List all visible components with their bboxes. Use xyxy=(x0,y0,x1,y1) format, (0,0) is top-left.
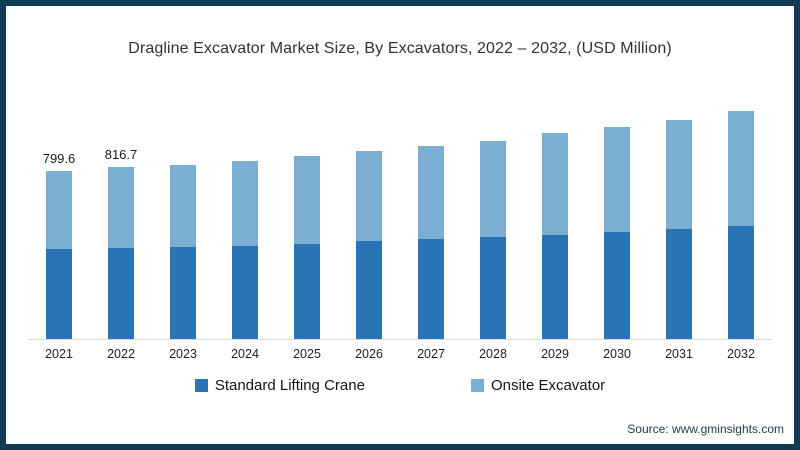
bar-2031 xyxy=(666,120,692,339)
bar-2029 xyxy=(542,133,568,339)
x-tick-label-2028: 2028 xyxy=(479,347,507,361)
bar-segment-standard-lifting-crane-2032 xyxy=(728,225,754,339)
bar-segment-onsite-excavator-2030 xyxy=(604,126,630,233)
x-tick-label-2029: 2029 xyxy=(541,347,569,361)
bar-segment-onsite-excavator-2031 xyxy=(666,120,692,229)
bar-segment-standard-lifting-crane-2027 xyxy=(418,238,444,339)
bar-segment-standard-lifting-crane-2023 xyxy=(170,246,196,339)
bar-segment-onsite-excavator-2028 xyxy=(480,140,506,238)
x-tick-label-2023: 2023 xyxy=(169,347,197,361)
x-tick-label-2025: 2025 xyxy=(293,347,321,361)
bar-segment-onsite-excavator-2021 xyxy=(46,170,72,249)
bar-segment-onsite-excavator-2025 xyxy=(294,156,320,244)
bar-2024 xyxy=(232,160,258,339)
bar-2023 xyxy=(170,164,196,339)
x-tick-label-2031: 2031 xyxy=(665,347,693,361)
source-credit: Source: www.gminsights.com xyxy=(627,422,784,436)
legend-swatch-onsite-excavator xyxy=(470,379,484,392)
x-tick-label-2026: 2026 xyxy=(355,347,383,361)
plot-area: 799.6 2021 816.7 2022 2023 2024 2025 2026 2027 20… xyxy=(28,97,772,361)
data-label-2021: 799.6 xyxy=(42,150,76,166)
bar-segment-standard-lifting-crane-2024 xyxy=(232,245,258,339)
bar-segment-onsite-excavator-2026 xyxy=(356,151,382,242)
bar-2027 xyxy=(418,146,444,339)
legend-swatch-standard-lifting-crane xyxy=(194,379,208,392)
x-tick-label-2024: 2024 xyxy=(231,347,259,361)
bar-2028 xyxy=(480,140,506,339)
chart-title: Dragline Excavator Market Size, By Excav… xyxy=(128,40,672,57)
bar-segment-onsite-excavator-2032 xyxy=(728,111,754,226)
legend-label-onsite-excavator: Onsite Excavator xyxy=(490,377,606,394)
legend-item-onsite-excavator: Onsite Excavator xyxy=(470,377,606,394)
bar-segment-onsite-excavator-2023 xyxy=(170,164,196,247)
bar-segment-onsite-excavator-2027 xyxy=(418,146,444,239)
x-tick-label-2027: 2027 xyxy=(417,347,445,361)
bar-segment-standard-lifting-crane-2025 xyxy=(294,243,320,339)
bar-2021 xyxy=(46,170,72,339)
legend-item-standard-lifting-crane: Standard Lifting Crane xyxy=(194,377,365,394)
bar-2026 xyxy=(356,151,382,339)
x-tick-label-2032: 2032 xyxy=(727,347,755,361)
x-tick-label-2030: 2030 xyxy=(603,347,631,361)
bar-2025 xyxy=(294,156,320,339)
bar-segment-standard-lifting-crane-2021 xyxy=(46,248,72,339)
bar-segment-onsite-excavator-2029 xyxy=(542,133,568,236)
bar-2022 xyxy=(108,167,134,339)
x-tick-label-2022: 2022 xyxy=(107,347,135,361)
bar-segment-onsite-excavator-2022 xyxy=(108,167,134,248)
bar-segment-onsite-excavator-2024 xyxy=(232,160,258,246)
legend: Standard Lifting Crane Onsite Excavator xyxy=(6,377,794,394)
bar-segment-standard-lifting-crane-2029 xyxy=(542,235,568,339)
legend-label-standard-lifting-crane: Standard Lifting Crane xyxy=(214,377,365,394)
bar-segment-standard-lifting-crane-2026 xyxy=(356,241,382,339)
bar-2032 xyxy=(728,111,754,339)
bar-segment-standard-lifting-crane-2031 xyxy=(666,228,692,339)
x-tick-label-2021: 2021 xyxy=(45,347,73,361)
data-label-2022: 816.7 xyxy=(104,147,138,163)
bar-segment-standard-lifting-crane-2030 xyxy=(604,232,630,339)
bar-segment-standard-lifting-crane-2022 xyxy=(108,247,134,339)
bar-segment-standard-lifting-crane-2028 xyxy=(480,237,506,339)
bar-2030 xyxy=(604,126,630,339)
